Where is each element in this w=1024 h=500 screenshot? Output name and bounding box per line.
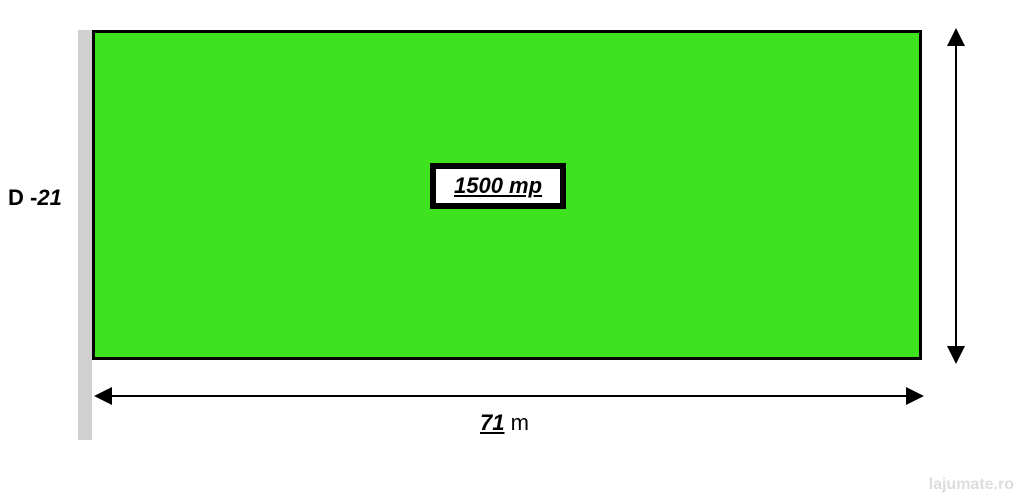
width-label: 71 m xyxy=(480,410,529,436)
area-label-box: 1500 mp xyxy=(430,163,566,209)
width-arrow-right xyxy=(906,387,924,405)
width-dim-line xyxy=(100,395,918,397)
road-bar xyxy=(78,30,92,440)
road-label-prefix: D - xyxy=(8,185,37,210)
watermark-text: lajumate.ro xyxy=(929,476,1014,493)
height-dim-line xyxy=(955,35,957,358)
road-label: D -21 xyxy=(8,185,62,211)
height-arrow-top xyxy=(947,28,965,46)
area-label-text: 1500 mp xyxy=(454,173,542,198)
width-value: 71 xyxy=(480,410,504,435)
watermark: lajumate.ro xyxy=(929,476,1014,494)
height-arrow-bottom xyxy=(947,346,965,364)
width-unit: m xyxy=(511,410,529,435)
width-arrow-left xyxy=(94,387,112,405)
road-label-number: 21 xyxy=(37,185,61,210)
